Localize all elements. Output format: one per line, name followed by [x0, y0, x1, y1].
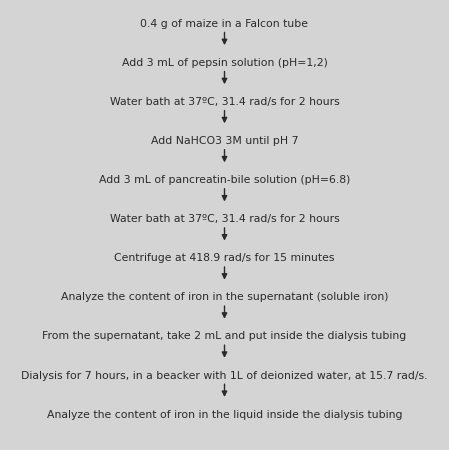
- Text: Dialysis for 7 hours, in a beacker with 1L of deionized water, at 15.7 rad/s.: Dialysis for 7 hours, in a beacker with …: [21, 370, 428, 381]
- Text: Add 3 mL of pancreatin-bile solution (pH=6.8): Add 3 mL of pancreatin-bile solution (pH…: [99, 175, 350, 185]
- Text: 0.4 g of maize in a Falcon tube: 0.4 g of maize in a Falcon tube: [141, 19, 308, 29]
- Text: Water bath at 37ºC, 31.4 rad/s for 2 hours: Water bath at 37ºC, 31.4 rad/s for 2 hou…: [110, 97, 339, 107]
- Text: Water bath at 37ºC, 31.4 rad/s for 2 hours: Water bath at 37ºC, 31.4 rad/s for 2 hou…: [110, 214, 339, 224]
- Text: Add NaHCO3 3M until pH 7: Add NaHCO3 3M until pH 7: [151, 136, 298, 146]
- Text: Analyze the content of iron in the supernatant (soluble iron): Analyze the content of iron in the super…: [61, 292, 388, 302]
- Text: Analyze the content of iron in the liquid inside the dialysis tubing: Analyze the content of iron in the liqui…: [47, 410, 402, 420]
- Text: From the supernatant, take 2 mL and put inside the dialysis tubing: From the supernatant, take 2 mL and put …: [42, 332, 407, 342]
- Text: Add 3 mL of pepsin solution (pH=1,2): Add 3 mL of pepsin solution (pH=1,2): [122, 58, 327, 68]
- Text: Centrifuge at 418.9 rad/s for 15 minutes: Centrifuge at 418.9 rad/s for 15 minutes: [114, 253, 335, 263]
